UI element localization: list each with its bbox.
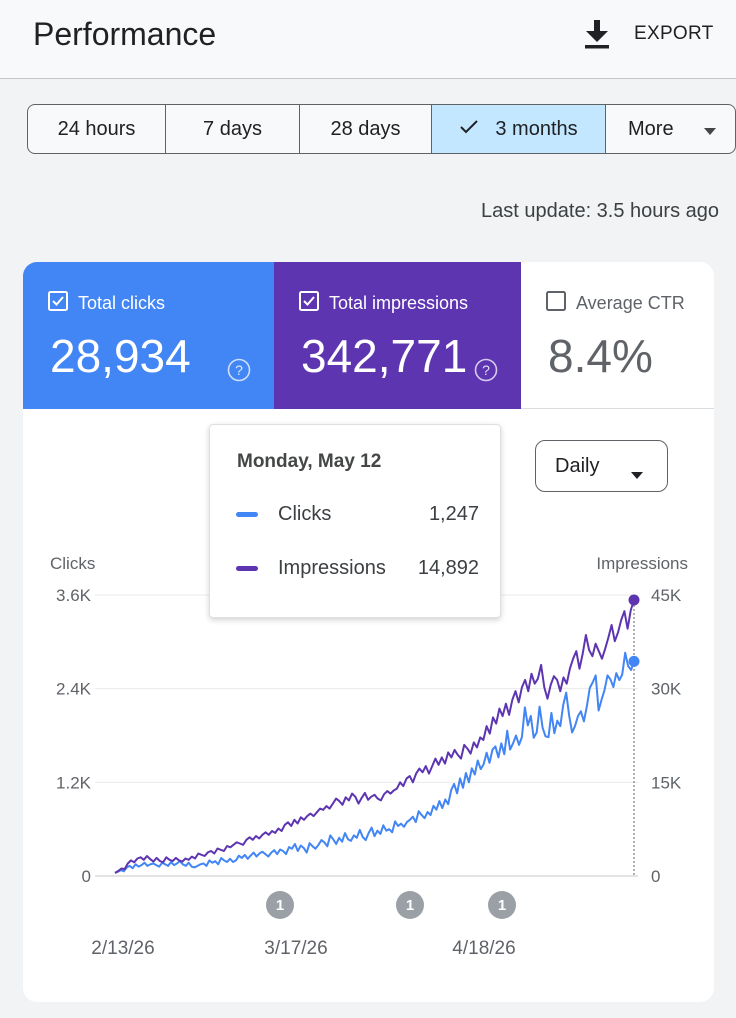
- series-end-point-clicks: [628, 655, 640, 667]
- download-icon: [584, 19, 610, 49]
- annotation-label: 1: [406, 897, 414, 914]
- tooltip-date: Monday, May 12: [237, 451, 382, 472]
- x-tick-label: 3/17/26: [264, 938, 327, 959]
- range-label: 28 days: [330, 117, 401, 140]
- page-title: Performance: [33, 16, 217, 52]
- tooltip-value: 1,247: [428, 502, 479, 525]
- impressions-swatch: [236, 565, 258, 571]
- last-update-text: Last update: 3.5 hours ago: [481, 200, 719, 222]
- date-range-selector: 24 hours 7 days 28 days 3 months More: [27, 104, 736, 154]
- range-7-days[interactable]: 7 days: [166, 105, 300, 153]
- left-tick-label: 1.2K: [56, 773, 92, 792]
- range-more-dropdown[interactable]: More: [606, 105, 735, 153]
- annotation-marker: [266, 891, 294, 919]
- chart-tooltip: Monday, May 12: [209, 424, 501, 618]
- range-24-hours[interactable]: 24 hours: [28, 105, 166, 153]
- metric-total-clicks[interactable]: Total clicks 28,934 ?: [23, 262, 274, 409]
- range-label: 7 days: [203, 117, 262, 140]
- annotation-marker: [488, 891, 516, 919]
- caret-down-icon: [703, 118, 716, 141]
- metric-value: 8.4%: [548, 330, 653, 382]
- metric-value: 28,934: [50, 330, 191, 382]
- metric-value: 342,771: [301, 330, 468, 382]
- tooltip-label: Clicks: [278, 502, 332, 525]
- checkbox-checked-icon[interactable]: [48, 291, 68, 316]
- range-28-days[interactable]: 28 days: [300, 105, 432, 153]
- export-button[interactable]: EXPORT: [584, 14, 724, 54]
- granularity-label: Daily: [555, 454, 600, 477]
- right-tick-label: 0: [651, 867, 660, 886]
- svg-text:?: ?: [235, 362, 243, 378]
- metric-average-ctr[interactable]: Average CTR 8.4%: [521, 262, 714, 409]
- granularity-dropdown[interactable]: Daily: [535, 440, 668, 492]
- performance-card: Total clicks 28,934 ? Total impressions …: [23, 262, 714, 1002]
- left-tick-label: 2.4K: [56, 680, 92, 699]
- metric-label: Total impressions: [329, 293, 469, 313]
- checkbox-unchecked-icon[interactable]: [546, 291, 566, 316]
- caret-down-icon: [631, 462, 643, 485]
- x-tick-label: 2/13/26: [91, 938, 154, 959]
- metric-label: Total clicks: [78, 293, 166, 313]
- check-icon: [459, 118, 479, 141]
- metric-label: Average CTR: [576, 293, 685, 313]
- svg-text:?: ?: [482, 362, 490, 378]
- range-label: 3 months: [495, 117, 578, 140]
- range-3-months[interactable]: 3 months: [432, 105, 606, 153]
- metric-total-impressions[interactable]: Total impressions 342,771 ?: [274, 262, 521, 409]
- export-label: EXPORT: [634, 23, 714, 44]
- tooltip-row-impressions: Impressions 14,892: [236, 554, 479, 582]
- left-tick-label: 3.6K: [56, 586, 92, 605]
- range-label: More: [628, 117, 674, 140]
- help-icon[interactable]: ?: [474, 358, 498, 387]
- series-line-impressions: [114, 599, 635, 874]
- x-tick-label: 4/18/26: [452, 938, 515, 959]
- annotation-label: 1: [498, 897, 506, 914]
- annotation-label: 1: [276, 897, 284, 914]
- right-tick-label: 15K: [651, 773, 682, 792]
- series-line-clicks: [114, 651, 635, 874]
- tooltip-value: 14,892: [417, 556, 479, 579]
- clicks-swatch: [236, 511, 258, 517]
- checkbox-checked-icon[interactable]: [299, 291, 319, 316]
- right-tick-label: 30K: [651, 680, 682, 699]
- series-end-point-impressions: [628, 594, 640, 606]
- range-label: 24 hours: [57, 117, 136, 140]
- left-axis-label: Clicks: [50, 554, 95, 573]
- tooltip-label: Impressions: [278, 556, 386, 579]
- performance-chart[interactable]: Clicks Impressions 3.6K 2.4K 1.2K 0 45K 30K 15K 0…: [23, 262, 714, 1002]
- right-tick-label: 45K: [651, 586, 682, 605]
- help-icon[interactable]: ?: [227, 358, 251, 387]
- left-tick-label: 0: [82, 867, 91, 886]
- top-bar: Performance EXPORT: [0, 0, 736, 79]
- annotation-marker: [396, 891, 424, 919]
- right-axis-label: Impressions: [596, 554, 688, 573]
- tooltip-row-clicks: Clicks 1,247: [236, 500, 479, 528]
